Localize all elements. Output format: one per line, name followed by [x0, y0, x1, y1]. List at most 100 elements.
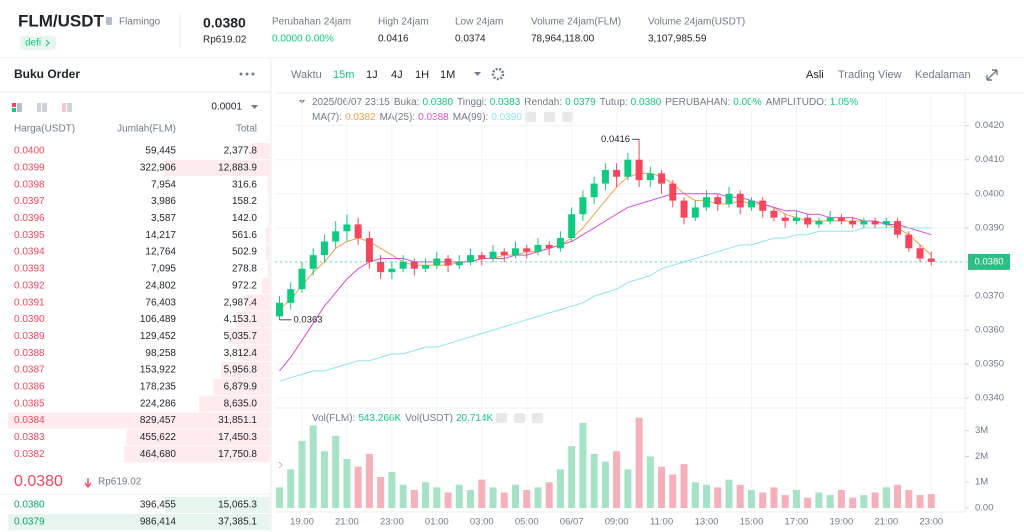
amount[interactable]: 153,922	[140, 365, 177, 376]
amount[interactable]: 59,445	[145, 146, 176, 157]
price[interactable]: 0.0382	[14, 449, 45, 460]
volume-bar	[680, 464, 688, 508]
amount[interactable]: 3,587	[151, 213, 176, 224]
amount[interactable]: 76,403	[145, 297, 176, 308]
info-label: PERUBAHAN:	[665, 97, 730, 108]
x-tick-label: 03:00	[470, 517, 494, 528]
price[interactable]: 0.0394	[14, 247, 45, 258]
total[interactable]: 561.6	[232, 230, 257, 241]
total[interactable]: 12,883.9	[218, 162, 257, 173]
legend-tool[interactable]	[514, 413, 525, 423]
price[interactable]: 0.0398	[14, 179, 45, 190]
price[interactable]: 0.0389	[14, 331, 45, 342]
total[interactable]: 17,750.8	[218, 449, 257, 460]
tag-chip[interactable]	[20, 36, 56, 50]
interval[interactable]: 15m	[333, 69, 354, 81]
ma-value: 0.0382	[345, 112, 376, 123]
amount[interactable]: 455,622	[140, 432, 177, 443]
total[interactable]: 15,065.3	[218, 500, 257, 511]
legend-tool[interactable]	[562, 112, 573, 122]
book-view-icons[interactable]	[12, 103, 72, 112]
amount[interactable]: 224,286	[140, 398, 177, 409]
amount[interactable]: 7,095	[151, 264, 176, 275]
price[interactable]: 0.0386	[14, 382, 45, 393]
interval-caret[interactable]	[474, 72, 481, 76]
amount[interactable]: 3,986	[151, 196, 176, 207]
candle-body	[343, 224, 351, 232]
amount[interactable]: 98,258	[145, 348, 176, 359]
total[interactable]: 5,956.8	[224, 365, 258, 376]
total[interactable]: 158.2	[232, 196, 257, 207]
amount[interactable]: 129,452	[140, 331, 177, 342]
volume-bar	[309, 425, 317, 508]
price[interactable]: 0.0399	[14, 162, 45, 173]
price[interactable]: 0.0384	[14, 415, 45, 426]
price[interactable]: 0.0396	[14, 213, 45, 224]
scroll-handle[interactable]	[278, 461, 283, 469]
amount[interactable]: 829,457	[140, 415, 177, 426]
total[interactable]: 2,987.4	[224, 297, 258, 308]
legend-tool[interactable]	[544, 112, 555, 122]
volume-bar	[500, 492, 508, 508]
total[interactable]: 6,879.9	[224, 382, 258, 393]
amount[interactable]: 322,906	[140, 162, 177, 173]
price[interactable]: 0.0392	[14, 280, 45, 291]
total[interactable]: 3,812.4	[224, 348, 258, 359]
amount[interactable]: 464,680	[140, 449, 177, 460]
total[interactable]: 17,450.3	[218, 432, 257, 443]
total[interactable]: 37,385.1	[218, 517, 257, 528]
price[interactable]: 0.0388	[14, 348, 45, 359]
settings-icon[interactable]	[491, 67, 505, 81]
price[interactable]: 0.0387	[14, 365, 45, 376]
total[interactable]: 316.6	[232, 179, 257, 190]
price[interactable]: 0.0397	[14, 196, 45, 207]
legend-tool[interactable]	[532, 413, 543, 423]
volume-bar	[714, 487, 722, 508]
interval[interactable]: 1H	[415, 69, 429, 81]
amount[interactable]: 24,802	[145, 280, 176, 291]
total[interactable]: 142.0	[232, 213, 257, 224]
price[interactable]: 0.0383	[14, 432, 45, 443]
interval[interactable]: 1M	[440, 69, 455, 81]
interval[interactable]: 1J	[366, 69, 378, 81]
total[interactable]: 5,035.7	[224, 331, 258, 342]
price[interactable]: 0.0390	[14, 314, 45, 325]
total[interactable]: 2,377.8	[224, 146, 258, 157]
total[interactable]: 502.9	[232, 247, 257, 258]
depth-bar	[8, 514, 270, 530]
view-tab[interactable]: Trading View	[838, 69, 902, 81]
price[interactable]: 0.0379	[14, 517, 45, 528]
total[interactable]: 972.2	[232, 280, 257, 291]
interval[interactable]: 4J	[391, 69, 403, 81]
total[interactable]: 4,153.1	[224, 314, 258, 325]
view-tab[interactable]: Kedalaman	[915, 69, 971, 81]
price[interactable]: 0.0393	[14, 264, 45, 275]
volume-bar	[320, 451, 328, 508]
legend-tool[interactable]	[525, 112, 536, 122]
amount[interactable]: 14,217	[145, 230, 176, 241]
price[interactable]: 0.0395	[14, 230, 45, 241]
amount[interactable]: 7,954	[151, 179, 176, 190]
candle-body	[781, 217, 789, 222]
book-menu[interactable]	[239, 72, 255, 76]
amount[interactable]: 106,489	[140, 314, 177, 325]
amount[interactable]: 396,455	[140, 500, 177, 511]
price[interactable]: 0.0391	[14, 297, 45, 308]
amount[interactable]: 178,235	[140, 382, 177, 393]
amount[interactable]: 986,414	[140, 517, 177, 528]
price[interactable]: 0.0380	[14, 500, 45, 511]
legend-tool[interactable]	[496, 413, 507, 423]
volume-bar	[882, 487, 890, 508]
price[interactable]: 0.0400	[14, 146, 45, 157]
tag[interactable]: defi	[25, 38, 41, 49]
precision[interactable]: 0.0001	[211, 102, 242, 113]
y-tick-label: 0.0400	[975, 188, 1004, 199]
total[interactable]: 31,851.1	[218, 415, 257, 426]
price[interactable]: 0.0385	[14, 398, 45, 409]
total[interactable]: 8,635.0	[224, 398, 258, 409]
amount[interactable]: 12,764	[145, 247, 176, 258]
y-tick-label: 0.0340	[975, 393, 1004, 404]
total[interactable]: 278.8	[232, 264, 257, 275]
expand-icon[interactable]	[986, 69, 998, 81]
view-tab[interactable]: Asli	[806, 69, 824, 81]
